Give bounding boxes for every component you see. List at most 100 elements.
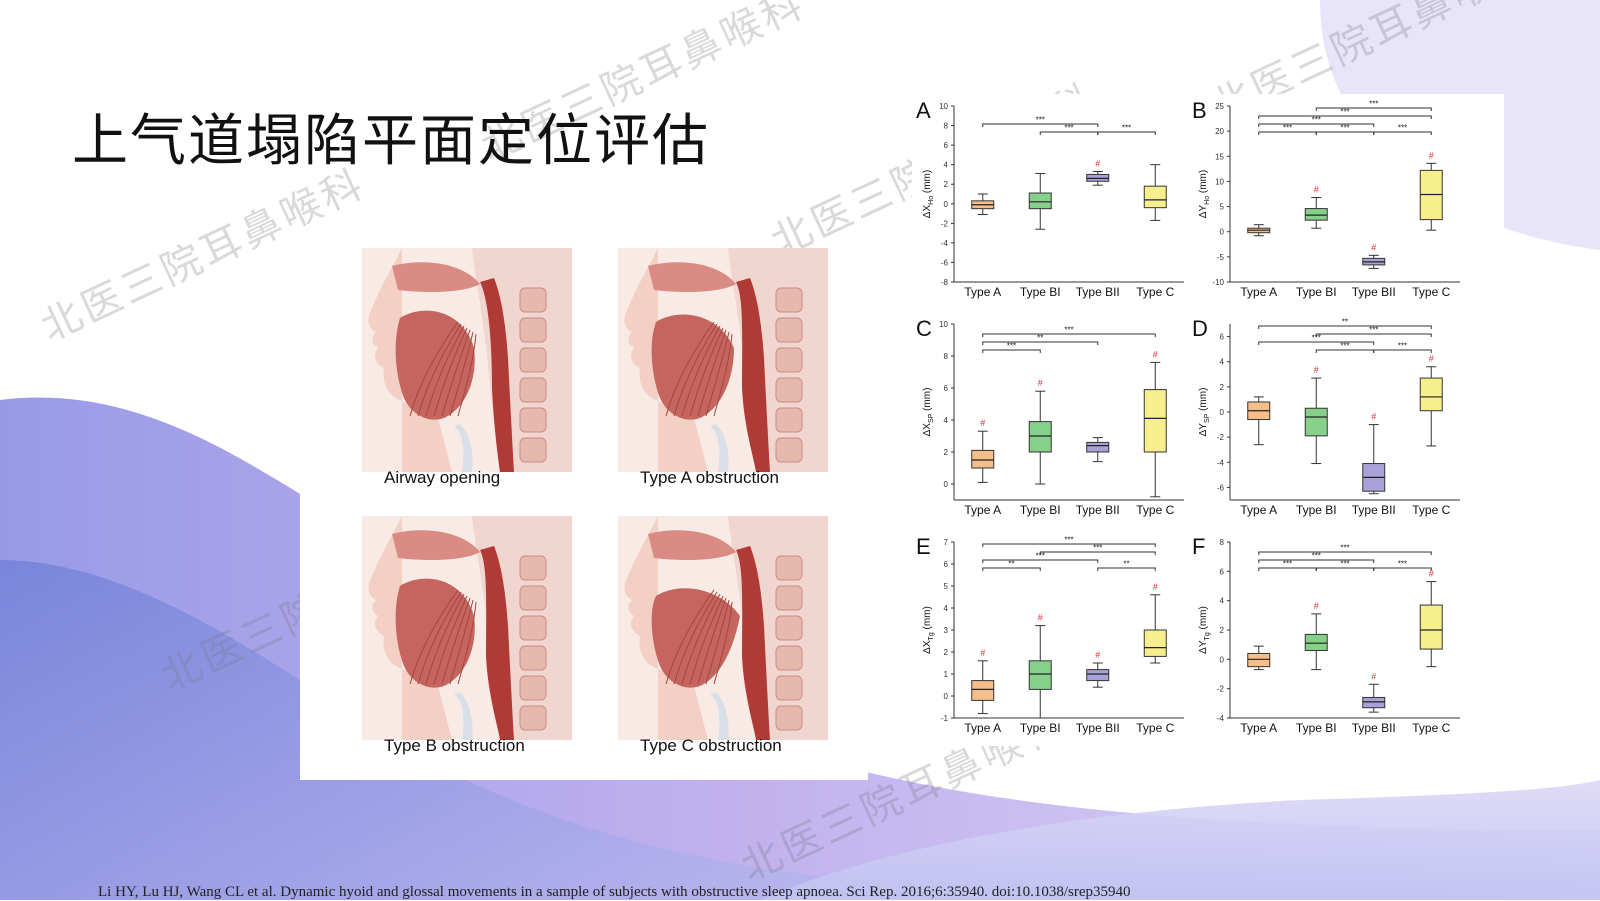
y-tick-label: 5 (944, 582, 949, 591)
box (1419, 377, 1443, 412)
boxplot-panel-f: F -4 -2 0 2 4 6 8 ΔYTg (mm) Type A # Type BI # Type B… (1192, 534, 1460, 735)
nasal-cavity (648, 530, 736, 560)
muscle-fiber (673, 323, 718, 417)
box (971, 449, 995, 469)
vertebra (519, 437, 547, 463)
vertebra (775, 585, 803, 611)
comparison-bracket (1258, 341, 1375, 345)
vertebra (519, 585, 547, 611)
significance-hash: # (1314, 601, 1319, 611)
bracket-label: *** (1369, 326, 1378, 335)
y-tick-label: 6 (944, 141, 949, 150)
y-tick-label: 8 (944, 352, 949, 361)
box (1086, 669, 1110, 682)
y-tick-label: -6 (1217, 483, 1225, 492)
y-axis-label-unit: (mm) (1198, 170, 1209, 196)
anatomy-panel-type-a (618, 248, 838, 476)
anatomy-label: Type B obstruction (384, 736, 525, 755)
significance-hash: # (1095, 650, 1100, 660)
panel-letter: A (916, 98, 931, 123)
vertebra (775, 615, 803, 641)
y-tick-label: 1 (944, 670, 949, 679)
nasal-cavity (392, 262, 480, 292)
bracket-label: ** (1037, 334, 1043, 343)
comparison-bracket (982, 341, 1099, 345)
anatomy-figure: Airway opening Type A obstruction Type B… (300, 248, 868, 780)
y-tick-label: -8 (941, 278, 949, 287)
bracket-label: ** (1008, 560, 1014, 569)
boxplot-panel-c: C 0 2 4 6 8 10 ΔXSP (mm) # Type A # Type BI Type BII… (916, 316, 1184, 517)
y-tick-label: 0 (1220, 228, 1225, 237)
y-tick-label: 4 (944, 161, 949, 170)
x-tick-label: Type A (964, 285, 1001, 299)
y-tick-label: 15 (1215, 152, 1224, 161)
vertebra (775, 437, 803, 463)
y-tick-label: 4 (944, 416, 949, 425)
x-tick-label: Type BII (1352, 285, 1396, 299)
y-axis-label-unit: (mm) (922, 606, 933, 632)
x-tick-label: Type A (964, 503, 1001, 517)
x-tick-label: Type A (1240, 285, 1277, 299)
y-axis-label-main: ΔY (1198, 640, 1209, 654)
x-tick-label: Type C (1136, 285, 1174, 299)
muscle-fiber (417, 323, 462, 417)
tongue-muscle (395, 578, 475, 688)
significance-hash: # (1314, 365, 1319, 375)
x-tick-label: Type BI (1296, 285, 1337, 299)
muscle-fiber (705, 599, 730, 685)
vertebra (519, 645, 547, 671)
muscle-fiber (457, 601, 477, 685)
muscle-fiber (689, 327, 724, 417)
y-tick-label: -4 (1217, 714, 1225, 723)
x-tick-label: Type C (1412, 285, 1450, 299)
citation-text: Li HY, Lu HJ, Wang CL et al. Dynamic hyo… (98, 884, 1131, 900)
bracket-label: *** (1007, 342, 1016, 351)
y-tick-label: -1 (941, 714, 949, 723)
vertebra (775, 317, 803, 343)
y-tick-label: 4 (1220, 597, 1225, 606)
comparison-bracket (1373, 349, 1432, 353)
boxplot-panel-d: D -6 -4 -2 0 2 4 6 ΔYSP (mm) Type A # Type BI # Type … (1192, 316, 1460, 517)
muscle-fiber (697, 597, 727, 685)
boxplot-panel-e: E -1 0 1 2 3 4 5 6 7 ΔXTg (mm) # Type A # Type BI # Type… (916, 534, 1184, 735)
y-tick-label: 10 (939, 102, 948, 111)
significance-hash: # (1429, 569, 1434, 579)
x-tick-label: Type BII (1076, 503, 1120, 517)
comparison-bracket (982, 123, 1099, 127)
vertebra (775, 347, 803, 373)
bracket-label: *** (1312, 116, 1321, 125)
muscle-fiber (673, 591, 718, 685)
muscle-fiber (409, 589, 459, 685)
y-tick-label: 0 (944, 200, 949, 209)
y-axis-label-unit: (mm) (1198, 388, 1209, 414)
significance-hash: # (1038, 378, 1043, 388)
y-tick-label: 2 (944, 180, 949, 189)
y-axis-label-sub: Tg (928, 632, 935, 640)
anatomy-panel-type-b (362, 516, 582, 744)
y-tick-label: -6 (941, 258, 949, 267)
muscle-fiber (713, 333, 733, 417)
trachea (454, 692, 473, 740)
x-tick-label: Type C (1136, 503, 1174, 517)
significance-hash: # (1153, 349, 1158, 359)
bracket-label: ** (1342, 318, 1348, 327)
y-tick-label: 2 (1220, 626, 1225, 635)
trachea (454, 424, 473, 472)
bracket-label: *** (1369, 100, 1378, 109)
y-tick-label: 7 (944, 538, 949, 547)
y-tick-label: 6 (1220, 567, 1225, 576)
box (1247, 652, 1271, 668)
x-tick-label: Type BI (1020, 285, 1061, 299)
y-tick-label: -4 (941, 239, 949, 248)
y-axis-label: ΔYTg (mm) (1198, 606, 1211, 654)
y-axis-label-sub: SP (928, 413, 935, 423)
comparison-bracket (982, 543, 1156, 547)
bracket-label: *** (1340, 108, 1349, 117)
muscle-fiber (665, 589, 715, 685)
vertebra (775, 407, 803, 433)
box (1028, 192, 1052, 210)
vertebra (775, 645, 803, 671)
pharynx (736, 546, 770, 740)
vertebra (519, 615, 547, 641)
x-tick-label: Type C (1412, 503, 1450, 517)
